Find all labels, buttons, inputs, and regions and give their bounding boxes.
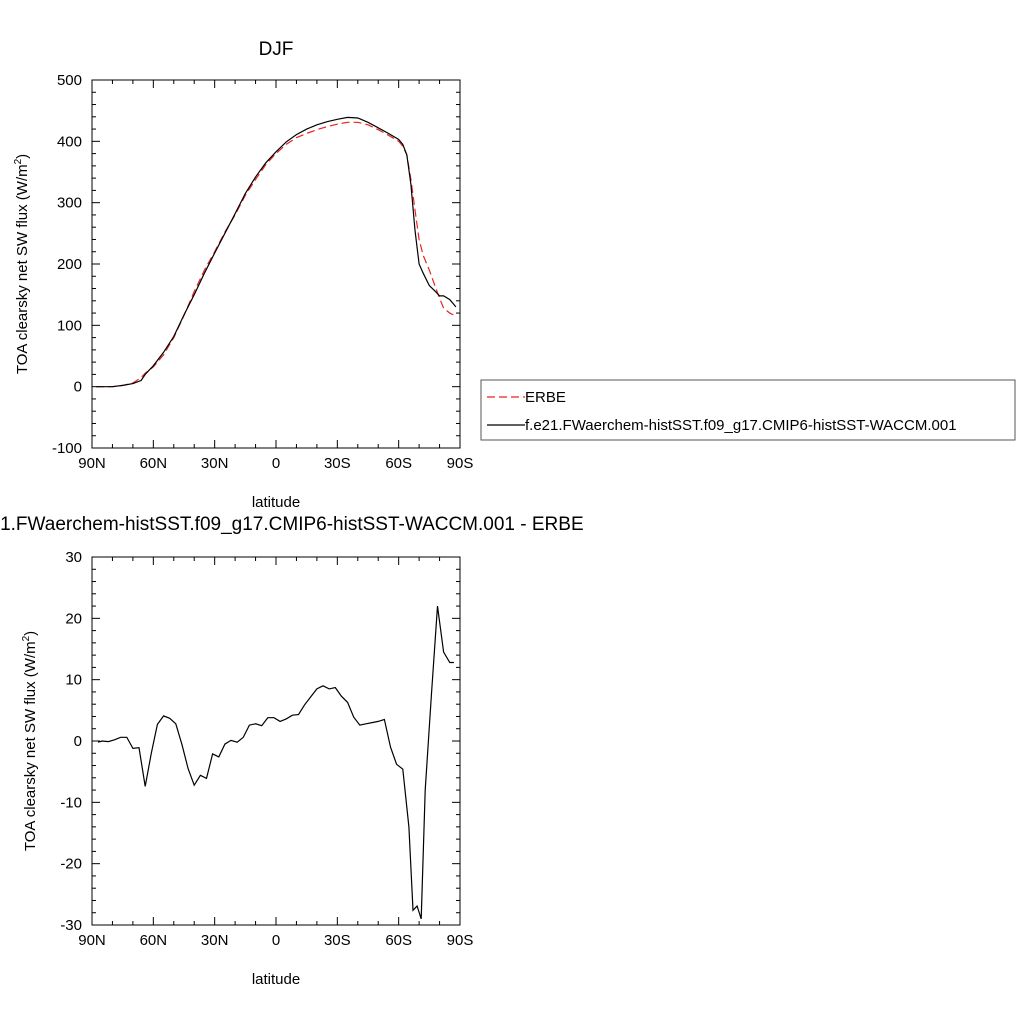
y-tick-label: 200 (57, 256, 82, 273)
x-axis-label: latitude (252, 971, 300, 988)
chart-title: f.e21.FWaerchem-histSST.f09_g17.CMIP6-hi… (0, 514, 584, 535)
x-tick-label: 60S (385, 932, 412, 949)
x-tick-label: 60S (385, 455, 412, 472)
legend: ERBE f.e21.FWaerchem-histSST.f09_g17.CMIP… (480, 379, 1016, 441)
y-tick-label: 0 (74, 379, 82, 396)
legend-label: f.e21.FWaerchem-histSST.f09_g17.CMIP6-hi… (525, 417, 957, 434)
chart-top-djf: DJF 90N 60N 30N 0 30S 60S 90S -100 0 100 200 300 400 5… (13, 39, 473, 511)
y-axis-label: TOA clearsky net SW flux (W/m2) (21, 631, 39, 851)
x-tick-label: 60N (140, 932, 168, 949)
legend-box (480, 379, 1016, 441)
x-tick-label: 90N (78, 932, 106, 949)
difference-line (97, 606, 454, 920)
chart-title: DJF (259, 39, 294, 60)
plot-frame (91, 556, 461, 926)
x-tick-label: 90S (447, 455, 474, 472)
y-tick-label: -100 (52, 440, 82, 457)
y-tick-label: 30 (65, 549, 82, 566)
y-tick-label: -20 (60, 856, 82, 873)
series-line-model (96, 116, 457, 388)
x-tick-label: 30S (324, 932, 351, 949)
plot-frame (91, 79, 461, 449)
x-tick-label: 90S (447, 932, 474, 949)
y-tick-label: 300 (57, 195, 82, 212)
x-tick-label: 90N (78, 455, 106, 472)
y-tick-label: 20 (65, 610, 82, 627)
chart-bottom-difference: f.e21.FWaerchem-histSST.f09_g17.CMIP6-hi… (0, 514, 584, 988)
x-tick-label: 0 (272, 455, 280, 472)
y-tick-label: 400 (57, 133, 82, 150)
x-axis-label: latitude (252, 494, 300, 511)
y-tick-label: 10 (65, 672, 82, 689)
y-tick-label: 0 (74, 733, 82, 750)
x-tick-label: 30S (324, 455, 351, 472)
series-line-erbe (96, 121, 457, 388)
x-tick-label: 60N (140, 455, 168, 472)
y-tick-label: -30 (60, 917, 82, 934)
x-tick-label: 0 (272, 932, 280, 949)
y-tick-label: 500 (57, 72, 82, 89)
x-tick-label: 30N (201, 455, 229, 472)
y-tick-label: -10 (60, 794, 82, 811)
y-axis-label: TOA clearsky net SW flux (W/m2) (13, 154, 31, 374)
legend-label: ERBE (525, 389, 566, 406)
x-tick-label: 30N (201, 932, 229, 949)
y-tick-label: 100 (57, 317, 82, 334)
